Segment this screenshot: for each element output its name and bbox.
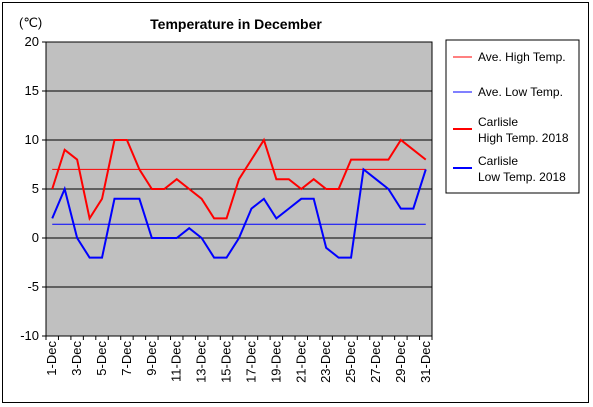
x-tick-label: 13-Dec xyxy=(194,341,209,383)
y-tick-label: 20 xyxy=(25,34,39,49)
y-axis-unit: (℃) xyxy=(19,15,42,30)
x-tick-label: 17-Dec xyxy=(243,341,258,383)
x-tick-label: 1-Dec xyxy=(44,341,59,376)
x-tick-label: 19-Dec xyxy=(268,341,283,383)
legend-label-4: Low Temp. 2018 xyxy=(478,170,566,184)
x-tick-label: 7-Dec xyxy=(119,341,134,376)
legend-label-4: Carlisle xyxy=(478,154,518,168)
legend-label-2: Ave. Low Temp. xyxy=(478,85,563,99)
legend-label-1: Ave. High Temp. xyxy=(478,50,566,64)
x-tick-label: 15-Dec xyxy=(219,341,234,383)
legend-label-3: Carlisle xyxy=(478,115,518,129)
y-tick-label: 5 xyxy=(32,181,39,196)
x-tick-label: 9-Dec xyxy=(144,341,159,376)
y-tick-label: -10 xyxy=(20,328,39,343)
series-line-4 xyxy=(51,167,427,259)
x-tick-label: 23-Dec xyxy=(318,341,333,383)
legend-label-3: High Temp. 2018 xyxy=(478,131,569,145)
y-tick-label: 10 xyxy=(25,132,39,147)
chart-title: Temperature in December xyxy=(150,16,322,32)
series-line-3 xyxy=(51,137,427,222)
x-tick-label: 27-Dec xyxy=(368,341,383,383)
y-tick-label: 15 xyxy=(25,83,39,98)
x-tick-label: 21-Dec xyxy=(293,341,308,383)
y-tick-label: -5 xyxy=(27,279,39,294)
x-tick-label: 5-Dec xyxy=(94,341,109,376)
y-tick-label: 0 xyxy=(32,230,39,245)
x-tick-label: 11-Dec xyxy=(169,341,184,382)
x-tick-label: 29-Dec xyxy=(393,341,408,383)
x-tick-label: 31-Dec xyxy=(418,341,433,383)
x-tick-label: 3-Dec xyxy=(69,341,84,376)
x-tick-label: 25-Dec xyxy=(343,341,358,383)
